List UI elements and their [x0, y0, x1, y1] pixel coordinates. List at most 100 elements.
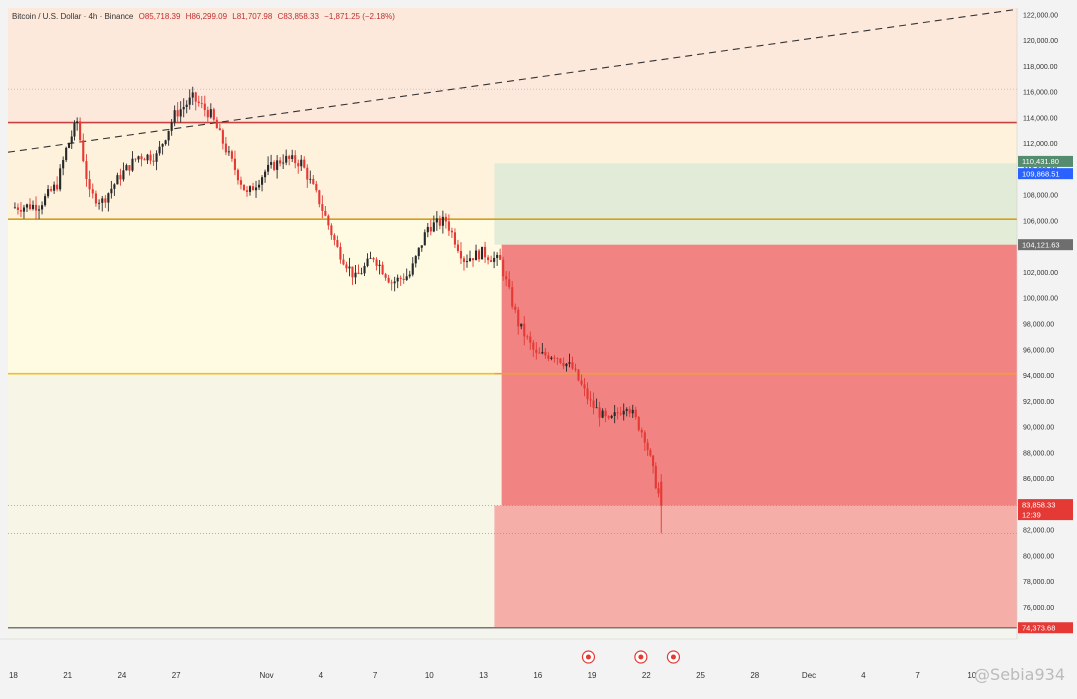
- candle-body: [411, 263, 414, 275]
- candle: [276, 155, 279, 179]
- candle-body: [441, 216, 444, 226]
- price-tick-label: 94,000.00: [1023, 373, 1054, 380]
- candle-body: [170, 122, 173, 131]
- candle: [610, 414, 613, 419]
- candle: [31, 200, 35, 211]
- candle: [303, 156, 306, 169]
- candle-body: [88, 179, 91, 190]
- candle: [432, 215, 435, 233]
- candle-body: [146, 154, 149, 161]
- candle: [270, 154, 273, 169]
- candle: [291, 149, 294, 162]
- candle: [640, 427, 643, 438]
- candle: [526, 334, 529, 340]
- candle-body: [583, 384, 586, 389]
- candle: [357, 264, 360, 275]
- candle: [447, 214, 450, 236]
- candle: [429, 219, 432, 236]
- candle: [321, 195, 324, 219]
- candle-body: [215, 119, 218, 129]
- candle: [619, 406, 622, 416]
- candle: [125, 163, 128, 171]
- candle-body: [465, 261, 469, 263]
- candle: [592, 392, 595, 415]
- candle: [116, 172, 119, 185]
- candle: [481, 246, 484, 260]
- candle-body: [13, 207, 16, 209]
- candle: [53, 181, 56, 194]
- candle-body: [122, 170, 125, 180]
- candle: [652, 454, 655, 474]
- candle-body: [625, 409, 628, 411]
- candle-body: [396, 277, 399, 282]
- event-flag-icon[interactable]: [666, 650, 681, 664]
- candle-body: [372, 258, 375, 260]
- candle: [366, 253, 369, 268]
- candle: [25, 203, 29, 212]
- trend-line[interactable]: [7, 8, 1018, 153]
- candle-body: [309, 178, 312, 180]
- candle-body: [405, 276, 408, 280]
- candle-body: [188, 97, 191, 105]
- candle: [496, 252, 499, 266]
- candle: [251, 182, 255, 191]
- candle-body: [628, 409, 631, 414]
- candle-body: [390, 282, 393, 284]
- candle-body: [149, 154, 152, 161]
- candle: [158, 140, 161, 156]
- candle: [441, 210, 444, 234]
- candle-body: [520, 323, 523, 327]
- candle: [462, 256, 466, 271]
- event-refresh-icon[interactable]: [581, 650, 596, 664]
- candle: [294, 150, 297, 169]
- tag-entry: 104,121.63: [1022, 240, 1060, 249]
- candle-body: [67, 143, 71, 148]
- candle: [221, 128, 224, 150]
- candle: [595, 398, 598, 409]
- candle-body: [544, 351, 547, 356]
- candle: [212, 107, 215, 122]
- tag-countdown-bg: [1018, 509, 1073, 521]
- low-value: L81,707.98: [232, 12, 273, 21]
- candle-body: [574, 368, 577, 370]
- time-tick-label: 7: [915, 671, 920, 680]
- symbol-label[interactable]: Bitcoin / U.S. Dollar · 4h · Binance: [12, 12, 134, 21]
- candle-body: [580, 380, 583, 385]
- time-tick-label: 24: [117, 671, 126, 680]
- candle-body: [622, 410, 625, 415]
- candle: [660, 474, 663, 534]
- candle-body: [477, 250, 481, 260]
- candle-body: [523, 323, 526, 337]
- candle: [499, 248, 502, 260]
- candle-body: [607, 416, 610, 418]
- candle-body: [357, 272, 360, 274]
- candle-body: [50, 189, 53, 191]
- candle-body: [471, 258, 475, 261]
- candle-body: [254, 187, 258, 191]
- candle: [363, 262, 366, 277]
- candle-body: [179, 109, 182, 117]
- candle-body: [73, 123, 76, 137]
- time-tick-label: 13: [479, 671, 488, 680]
- candle-body: [294, 155, 297, 164]
- time-axis[interactable]: 18 21 24 27 Nov 4 7 10 13 16 19 22 25 28 Dec 4 7 10: [0, 638, 1077, 694]
- candle-body: [646, 442, 649, 451]
- candle-body: [550, 357, 553, 359]
- candle-body: [387, 277, 390, 283]
- candle: [227, 145, 230, 156]
- candle-body: [16, 207, 20, 210]
- candle: [628, 406, 631, 418]
- candle-body: [288, 155, 291, 159]
- price-axis-background: [1017, 8, 1075, 639]
- event-flag-icon[interactable]: [634, 650, 648, 664]
- candle: [654, 462, 657, 490]
- candle-body: [285, 155, 288, 163]
- candle: [134, 158, 137, 162]
- candle: [493, 251, 496, 269]
- price-tick-label: 118,000.00: [1023, 64, 1058, 71]
- price-axis[interactable]: 122,000.00 120,000.00 118,000.00 116,000.00…: [1016, 8, 1075, 639]
- candle: [140, 153, 143, 167]
- candle: [411, 257, 414, 277]
